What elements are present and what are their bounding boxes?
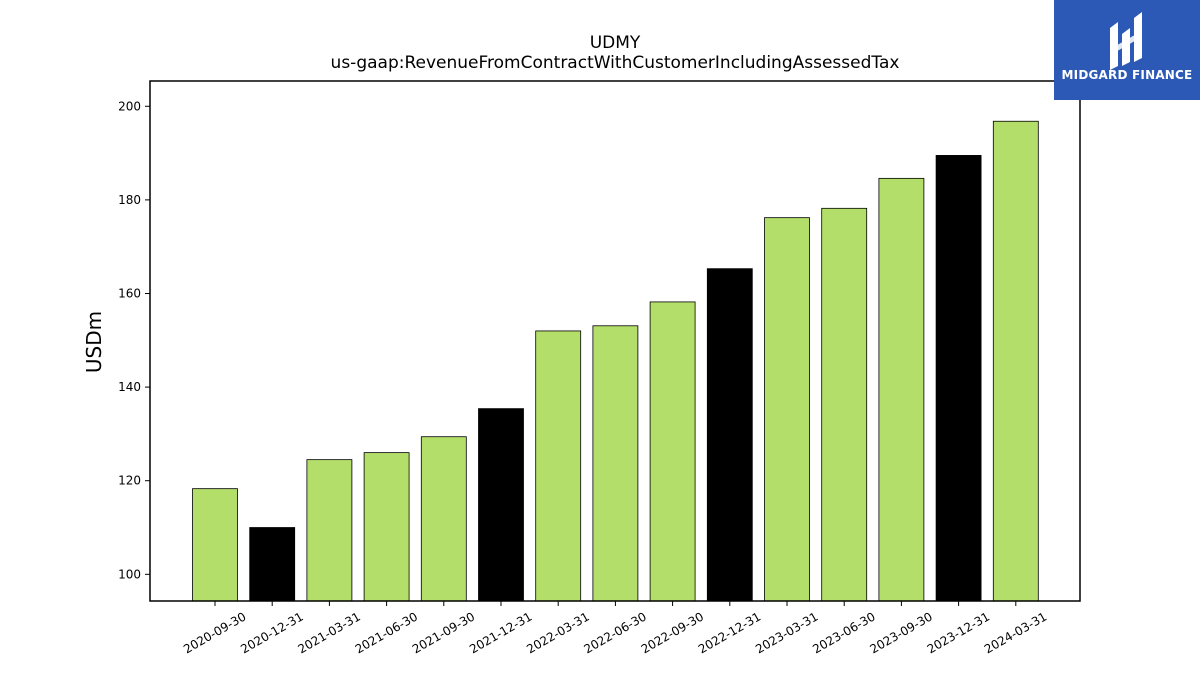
x-tick-label: 2021-03-31: [295, 609, 362, 656]
bars-group: [192, 120, 1039, 602]
x-tick-label: 2021-06-30: [353, 609, 420, 656]
bar-2021-12-31: [478, 408, 524, 602]
y-axis-label: USDm: [82, 311, 106, 373]
bar-2023-03-31: [764, 217, 810, 602]
x-tick-label: 2023-09-30: [867, 609, 934, 656]
chart-title: UDMY: [590, 33, 641, 53]
y-tick-label: 100: [118, 567, 141, 581]
plot-frame: [149, 80, 1081, 602]
x-tick-label: 2021-12-31: [467, 609, 534, 656]
midgard-finance-logo: MIDGARD FINANCE: [1054, 0, 1200, 100]
bar-2022-09-30: [649, 301, 696, 602]
bar-2024-03-31: [992, 120, 1039, 602]
x-tick-label: 2024-03-31: [982, 609, 1049, 656]
x-tick-label: 2023-12-31: [925, 609, 992, 656]
x-tick-label: 2020-12-31: [238, 609, 305, 656]
bar-2022-06-30: [592, 325, 639, 602]
y-axis-ticks: 100 120 140 160 180 200: [118, 99, 150, 581]
x-tick-label: 2022-09-30: [639, 609, 706, 656]
bar-2023-06-30: [821, 207, 868, 602]
x-tick-label: 2021-09-30: [410, 609, 477, 656]
bar-2023-09-30: [878, 177, 925, 602]
x-tick-label: 2020-09-30: [181, 609, 248, 656]
x-tick-label: 2023-06-30: [810, 609, 877, 656]
bar-2022-12-31: [706, 268, 753, 602]
bar-2021-06-30: [363, 452, 410, 602]
x-tick-label: 2023-03-31: [753, 609, 820, 656]
y-tick-label: 140: [118, 380, 141, 394]
x-tick-label: 2022-12-31: [696, 609, 763, 656]
y-tick-label: 120: [118, 474, 141, 488]
chart-subtitle: us-gaap:RevenueFromContractWithCustomerI…: [331, 53, 900, 73]
bar-2022-03-31: [535, 330, 582, 602]
x-tick-label: 2022-03-31: [524, 609, 591, 656]
logo-text: MIDGARD FINANCE: [1061, 68, 1193, 82]
y-tick-label: 160: [118, 286, 141, 300]
bar-2020-09-30: [192, 488, 238, 602]
y-tick-label: 180: [118, 193, 141, 207]
logo-mark-icon: [1110, 12, 1142, 70]
bar-2021-03-31: [306, 459, 353, 602]
bar-2021-09-30: [420, 436, 467, 602]
x-tick-label: 2022-06-30: [581, 609, 648, 656]
bar-2023-12-31: [935, 155, 982, 602]
bar-2020-12-31: [249, 527, 296, 602]
y-tick-label: 200: [118, 99, 141, 113]
x-axis-ticks: 2020-09-302020-12-312021-03-312021-06-30…: [181, 601, 1049, 656]
